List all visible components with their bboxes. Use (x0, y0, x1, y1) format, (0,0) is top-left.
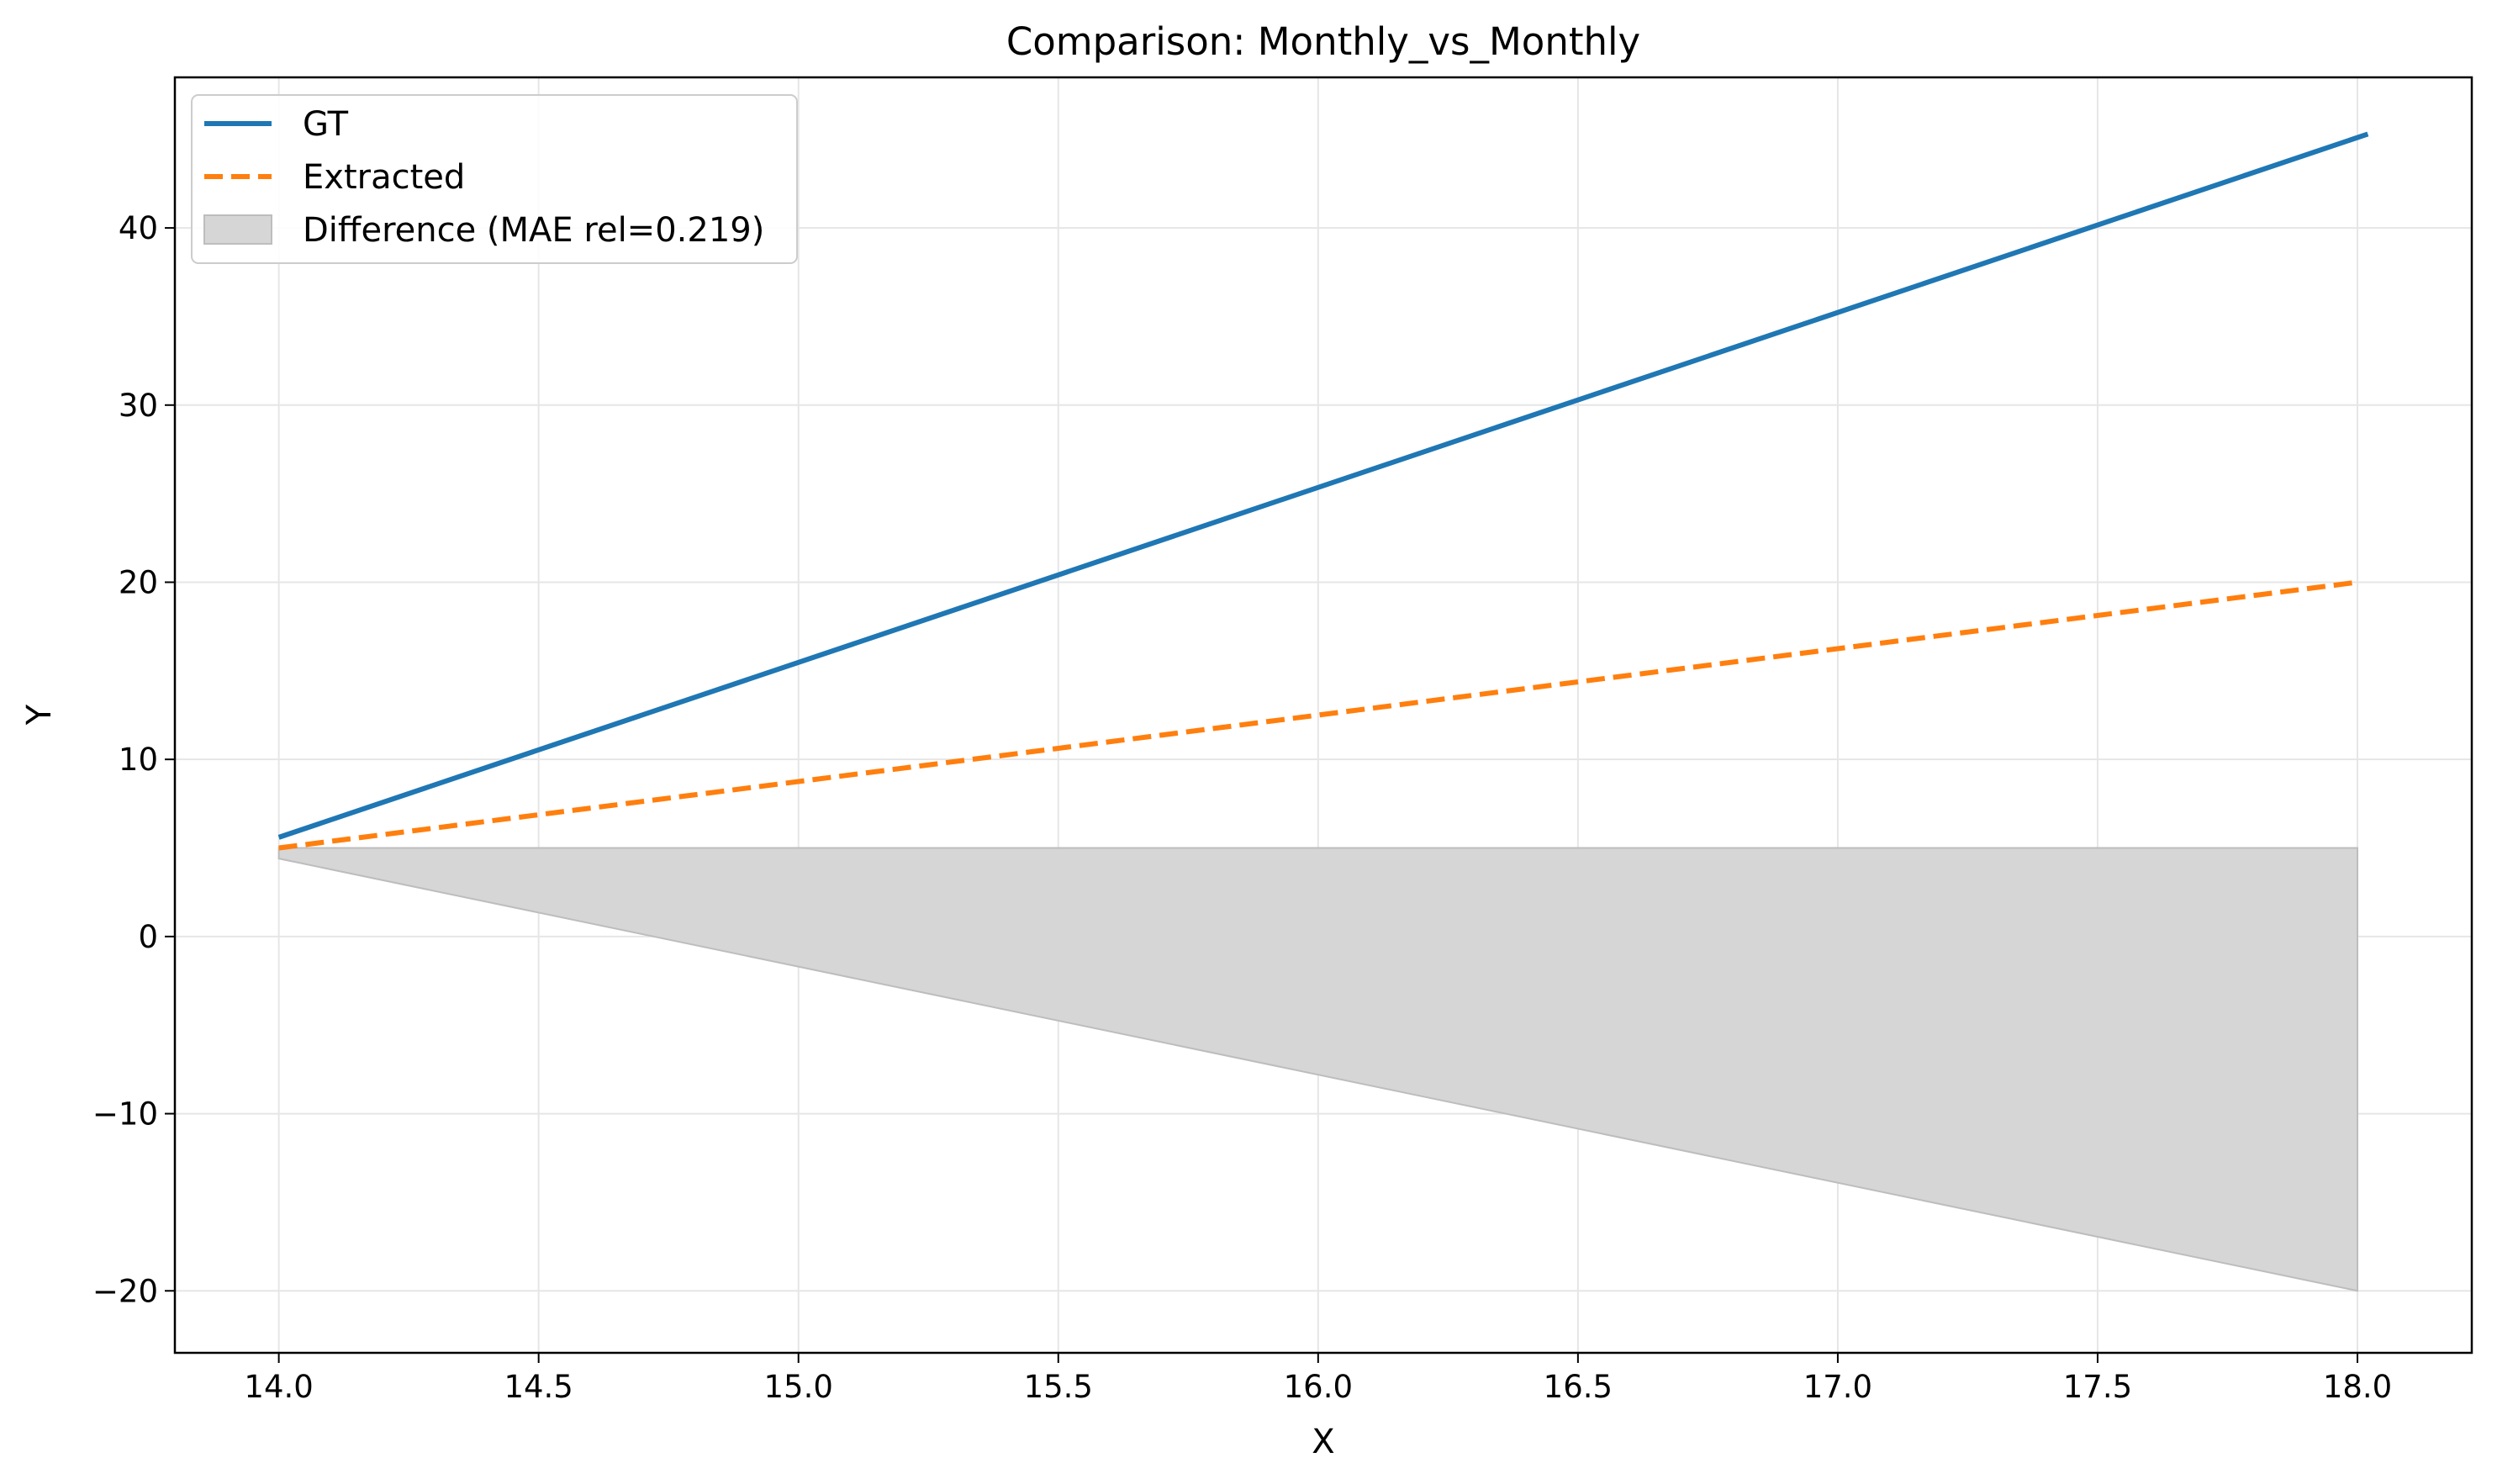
x-axis: 14.0 14.5 15.0 15.5 16.0 16.5 17.0 17.5 18.0 (244, 1353, 2392, 1405)
y-axis: −20 −10 0 10 20 30 40 (92, 210, 175, 1309)
y-tick-label: 30 (119, 388, 158, 424)
difference-fill-layer (277, 847, 2359, 1292)
series-line-gt (277, 131, 2369, 840)
y-tick-label: 20 (119, 564, 158, 600)
x-tick-label: 15.0 (764, 1369, 833, 1405)
x-axis-label: X (1312, 1423, 1334, 1461)
x-tick-label: 14.5 (504, 1369, 573, 1405)
legend-label: Difference (MAE rel=0.219) (303, 211, 764, 250)
x-tick-label: 15.5 (1024, 1369, 1093, 1405)
y-tick-label: 10 (119, 742, 158, 778)
legend-swatch-difference (203, 214, 272, 245)
y-tick-label: 0 (138, 919, 158, 955)
difference-area (277, 847, 2359, 1292)
x-tick-label: 17.0 (1803, 1369, 1872, 1405)
plot-frame (173, 76, 2473, 1355)
x-tick-label: 14.0 (244, 1369, 313, 1405)
x-tick-label: 18.0 (2323, 1369, 2392, 1405)
x-tick-label: 16.5 (1544, 1369, 1613, 1405)
legend-label: GT (303, 105, 349, 144)
legend-box (191, 94, 798, 264)
y-tick-label: 40 (119, 210, 158, 246)
y-tick-label: −10 (92, 1096, 158, 1133)
x-tick-label: 17.5 (2063, 1369, 2132, 1405)
chart-title: Comparison: Monthly_vs_Monthly (1006, 19, 1640, 64)
legend-label: Extracted (303, 158, 465, 197)
series-layer (277, 131, 2369, 851)
y-tick-label: −20 (92, 1273, 158, 1309)
x-tick-label: 16.0 (1284, 1369, 1353, 1405)
legend: GT Extracted Difference (MAE rel=0.219) (191, 94, 798, 264)
y-axis-label: Y (20, 704, 59, 726)
